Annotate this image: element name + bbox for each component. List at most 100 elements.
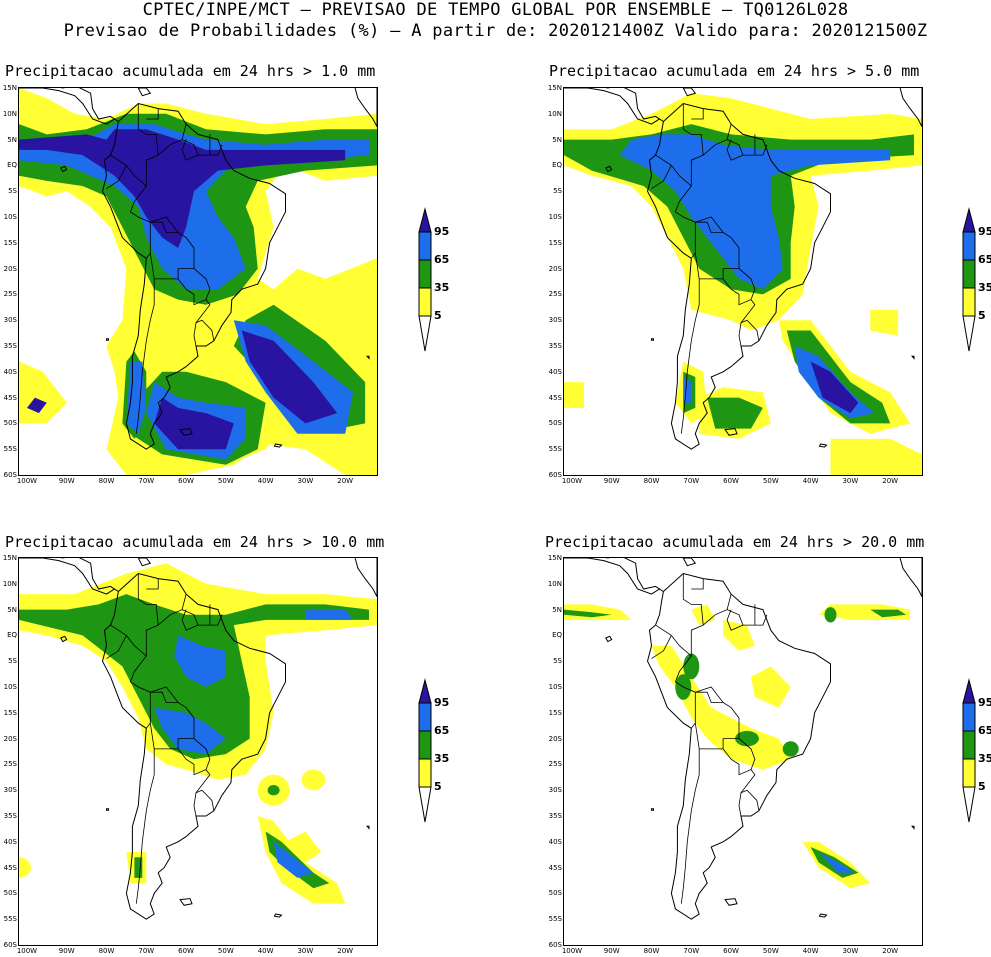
lon-tick-label: 60W bbox=[178, 477, 194, 485]
legend-label: 5 bbox=[978, 780, 986, 793]
lat-tick-label: 5N bbox=[552, 135, 562, 144]
lon-tick-label: 60W bbox=[723, 947, 739, 955]
lat-tick-label: 20S bbox=[3, 734, 17, 743]
lon-tick-label: 30W bbox=[842, 947, 859, 955]
lat-tick-label: 25S bbox=[3, 290, 17, 299]
lon-tick-label: 90W bbox=[58, 477, 75, 485]
lon-tick-label: 30W bbox=[842, 477, 859, 485]
lon-tick-label: 50W bbox=[217, 947, 234, 955]
lat-tick-label: 15S bbox=[548, 238, 562, 247]
legend-label: 65 bbox=[978, 253, 991, 266]
lat-tick-label: 55S bbox=[548, 445, 562, 454]
lat-tick-label: 20S bbox=[3, 264, 17, 273]
lat-tick-label: 10N bbox=[2, 109, 17, 118]
lat-tick-label: 5S bbox=[8, 187, 17, 196]
lat-tick-label: 25S bbox=[548, 760, 562, 769]
lon-tick-label: 40W bbox=[257, 477, 274, 485]
lat-tick-label: 50S bbox=[548, 889, 562, 898]
legend-label: 35 bbox=[978, 752, 991, 765]
lon-tick-label: 40W bbox=[802, 947, 819, 955]
lat-tick-label: EQ bbox=[552, 161, 562, 170]
lat-tick-label: 40S bbox=[3, 837, 17, 846]
lat-tick-label: 15N bbox=[547, 554, 562, 562]
lat-tick-label: 30S bbox=[548, 786, 562, 795]
lat-tick-label: 30S bbox=[3, 316, 17, 325]
lat-tick-label: 20S bbox=[548, 734, 562, 743]
lon-tick-label: 80W bbox=[98, 477, 115, 485]
lon-tick-label: 90W bbox=[58, 947, 75, 955]
lon-tick-label: 70W bbox=[683, 477, 700, 485]
legend-label: 65 bbox=[434, 724, 450, 737]
lon-tick-label: 80W bbox=[643, 477, 660, 485]
panel-1-title: Precipitacao acumulada em 24 hrs > 1.0 m… bbox=[5, 62, 376, 80]
legend-panel-3: 95 65 35 5 bbox=[418, 678, 478, 828]
legend-label: 65 bbox=[434, 253, 450, 266]
lat-tick-label: 35S bbox=[548, 342, 562, 350]
lon-tick-label: 80W bbox=[98, 947, 115, 955]
lat-tick-label: 45S bbox=[548, 863, 562, 872]
map-panel-3: 15N 10N 5N EQ 5S 10S 15S 20S 25S 30S 35S 40S 45S 50S 5… bbox=[3, 554, 378, 955]
map-graphic bbox=[564, 88, 922, 475]
lon-tick-label: 20W bbox=[337, 477, 354, 485]
lon-tick-label: 50W bbox=[217, 477, 234, 485]
lat-tick-label: 5S bbox=[553, 187, 562, 196]
lat-tick-label: 45S bbox=[3, 863, 17, 872]
lat-tick-label: 60S bbox=[3, 941, 17, 949]
lon-tick-label: 70W bbox=[683, 947, 700, 955]
lat-tick-label: 10S bbox=[548, 213, 562, 221]
legend-label: 95 bbox=[434, 225, 450, 238]
panel-3-title: Precipitacao acumulada em 24 hrs > 10.0 … bbox=[5, 533, 385, 551]
legend-label: 5 bbox=[434, 309, 442, 322]
lon-tick-label: 60W bbox=[178, 947, 194, 955]
lat-tick-label: 5N bbox=[552, 605, 562, 614]
lon-tick-label: 100W bbox=[16, 947, 38, 955]
lat-tick-label: 5N bbox=[7, 135, 17, 144]
lat-tick-label: 55S bbox=[3, 445, 17, 454]
legend-label: 65 bbox=[978, 724, 991, 737]
lon-tick-label: 20W bbox=[337, 947, 354, 955]
panel-2-title: Precipitacao acumulada em 24 hrs > 5.0 m… bbox=[549, 62, 920, 80]
lon-tick-label: 100W bbox=[561, 477, 583, 485]
legend-panel-1: 95 65 35 5 bbox=[418, 207, 478, 357]
map-panel-1: 15N 10N 5N EQ 5S 10S 15S 20S 25S 30S 35S 40S 45S 50S 5… bbox=[3, 84, 378, 485]
lat-tick-label: 10S bbox=[548, 683, 562, 691]
lon-tick-label: 100W bbox=[16, 477, 38, 485]
lon-tick-label: 70W bbox=[138, 947, 155, 955]
lat-tick-label: 10N bbox=[2, 579, 17, 588]
lat-tick-label: 10N bbox=[547, 109, 562, 118]
lat-tick-label: 50S bbox=[3, 889, 17, 898]
figure-header: CPTEC/INPE/MCT — PREVISAO DE TEMPO GLOBA… bbox=[0, 0, 991, 42]
lat-tick-label: 35S bbox=[3, 812, 17, 820]
lon-tick-label: 20W bbox=[882, 477, 899, 485]
lat-tick-label: 60S bbox=[3, 471, 17, 479]
lon-tick-label: 20W bbox=[882, 947, 899, 955]
legend-label: 95 bbox=[978, 696, 991, 709]
lat-tick-label: 25S bbox=[548, 290, 562, 299]
legend-colorbar bbox=[418, 207, 432, 352]
map-graphic bbox=[19, 558, 377, 920]
lat-tick-label: 10N bbox=[547, 579, 562, 588]
lat-tick-label: 15N bbox=[2, 84, 17, 92]
legend-label: 35 bbox=[434, 752, 450, 765]
lat-tick-label: 35S bbox=[3, 342, 17, 350]
panel-4-title: Precipitacao acumulada em 24 hrs > 20.0 … bbox=[545, 533, 925, 551]
lat-tick-label: 5S bbox=[553, 657, 562, 666]
lat-tick-label: 60S bbox=[548, 941, 562, 949]
lon-tick-label: 50W bbox=[762, 477, 779, 485]
lon-tick-label: 40W bbox=[802, 477, 819, 485]
legend-label: 95 bbox=[978, 225, 991, 238]
lat-tick-label: 40S bbox=[548, 367, 562, 376]
lon-tick-label: 70W bbox=[138, 477, 155, 485]
lat-tick-label: 60S bbox=[548, 471, 562, 479]
lon-tick-label: 50W bbox=[762, 947, 779, 955]
legend-colorbar bbox=[418, 678, 432, 823]
map-graphic bbox=[564, 558, 922, 920]
lat-tick-label: 35S bbox=[548, 812, 562, 820]
lat-tick-label: 10S bbox=[3, 683, 17, 691]
lat-tick-label: 40S bbox=[3, 367, 17, 376]
legend-label: 35 bbox=[434, 281, 450, 294]
map-panel-2: 15N 10N 5N EQ 5S 10S 15S 20S 25S 30S 35S 40S 45S 50S 5… bbox=[548, 84, 923, 485]
lat-tick-label: 15S bbox=[3, 238, 17, 247]
lat-tick-label: 50S bbox=[3, 419, 17, 428]
lat-tick-label: 10S bbox=[3, 213, 17, 221]
